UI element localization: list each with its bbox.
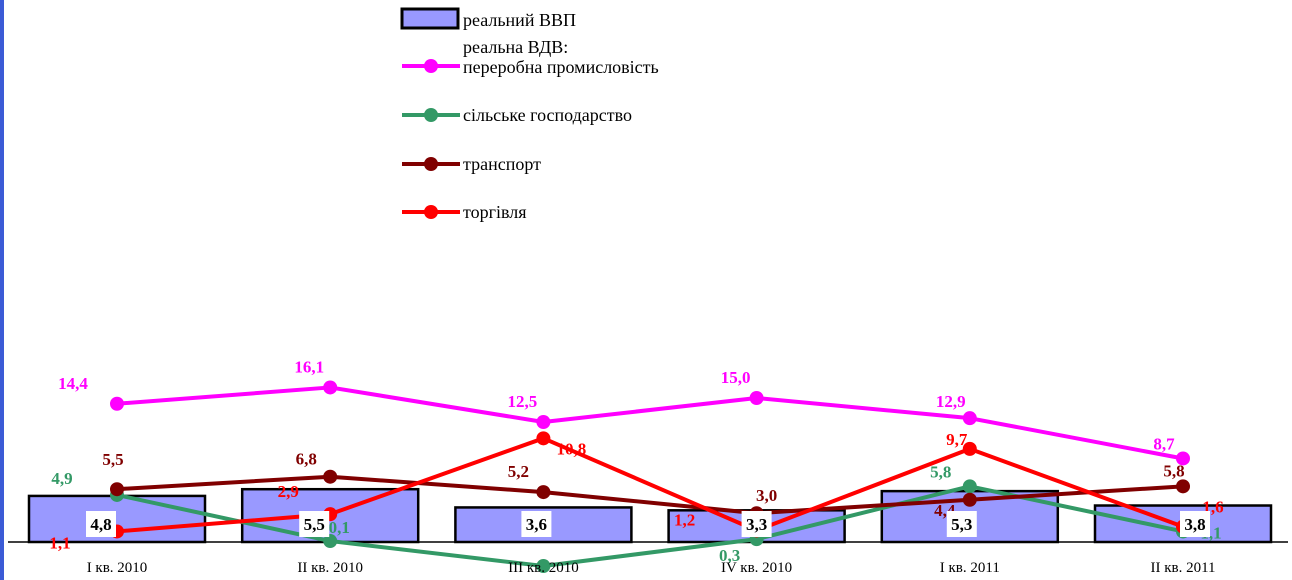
point-manufacturing-1 <box>323 380 338 395</box>
label-box-gdp-5 <box>1180 511 1210 537</box>
legend-swatch-gdp <box>400 7 460 30</box>
label-gdp-3: 3,3 <box>746 515 767 534</box>
label-transport-5: 5,8 <box>1163 461 1184 480</box>
point-agriculture-2 <box>536 559 551 573</box>
legend-marker-trade <box>424 205 438 219</box>
label-trade-1: 2,9 <box>278 482 299 501</box>
point-trade-4 <box>962 441 977 456</box>
label-box-gdp-1 <box>299 511 330 537</box>
label-box-gdp-4 <box>946 511 977 537</box>
label-trade-0: 1,1 <box>49 533 70 552</box>
point-manufacturing-0 <box>110 396 124 411</box>
lines-layer <box>110 380 1190 573</box>
category-label-1: II кв. 2010 <box>297 560 363 576</box>
legend: реальний ВВП реальна ВДВ: переробна пром… <box>400 7 659 222</box>
line-agriculture <box>116 484 1184 568</box>
legend-marker-agriculture <box>424 108 438 122</box>
line-transport <box>116 474 1184 516</box>
category-label-2: III кв. 2010 <box>508 560 579 576</box>
category-labels: I кв. 2010 II кв. 2010 III кв. 2010 IV кв. … <box>87 560 1216 576</box>
point-transport-5 <box>1176 479 1190 494</box>
label-box-gdp-0 <box>86 511 116 537</box>
legend-label-gva-heading: реальна ВДВ: <box>463 37 568 57</box>
label-agriculture-0: 4,9 <box>51 469 72 488</box>
point-manufacturing-5 <box>1176 451 1190 466</box>
label-manufacturing-1: 16,1 <box>294 357 324 376</box>
legend-label-gdp: реальний ВВП <box>463 10 576 30</box>
label-gdp-2: 3,6 <box>526 515 547 534</box>
label-trade-2: 10,8 <box>557 439 587 458</box>
point-transport-0 <box>110 482 124 497</box>
label-manufacturing-5: 8,7 <box>1153 434 1175 453</box>
label-transport-3: 3,0 <box>756 486 777 505</box>
label-manufacturing-3: 15,0 <box>721 368 751 387</box>
label-transport-0: 5,5 <box>102 450 123 469</box>
legend-label-trade: торгівля <box>463 202 527 222</box>
label-gdp-5: 3,8 <box>1184 515 1205 534</box>
category-label-5: II кв. 2011 <box>1150 560 1215 576</box>
label-manufacturing-4: 12,9 <box>936 392 966 411</box>
legend-marker-manufacturing <box>424 59 438 73</box>
point-transport-2 <box>536 485 551 500</box>
label-gdp-0: 4,8 <box>90 515 111 534</box>
frame-edge <box>0 0 4 580</box>
labels-layer: 14,416,112,515,012,98,75,5 6,85,23,04,45,… <box>49 357 1223 565</box>
point-trade-2 <box>536 431 551 446</box>
line-trade <box>116 436 1184 534</box>
point-manufacturing-2 <box>536 415 551 429</box>
point-agriculture-4 <box>962 479 977 494</box>
point-manufacturing-3 <box>749 391 764 405</box>
category-label-0: I кв. 2010 <box>87 560 148 576</box>
point-transport-1 <box>323 469 338 484</box>
label-gdp-1: 5,5 <box>304 515 325 534</box>
label-gdp-4: 5,3 <box>951 515 972 534</box>
label-trade-3: 1,2 <box>674 510 695 529</box>
label-transport-2: 5,2 <box>508 462 529 481</box>
label-box-gdp-2 <box>521 511 552 537</box>
label-manufacturing-0: 14,4 <box>58 374 88 393</box>
legend-label-transport: транспорт <box>463 154 541 174</box>
label-agriculture-4: 5,8 <box>930 462 951 481</box>
legend-label-manufacturing: переробна промисловість <box>463 57 659 77</box>
label-manufacturing-2: 12,5 <box>508 392 538 411</box>
line-manufacturing <box>116 385 1184 461</box>
label-agriculture-1: 0,1 <box>329 518 350 537</box>
legend-marker-transport <box>424 157 438 171</box>
point-manufacturing-4 <box>962 411 977 426</box>
label-trade-4: 9,7 <box>946 430 968 449</box>
category-label-4: I кв. 2011 <box>940 560 1000 576</box>
category-label-3: IV кв. 2010 <box>721 560 792 576</box>
legend-label-agriculture: сільське господарство <box>463 105 632 125</box>
point-agriculture-1 <box>323 534 338 549</box>
label-transport-1: 6,8 <box>296 450 317 469</box>
label-box-gdp-3 <box>741 511 772 537</box>
label-agriculture-3: 0,3 <box>719 546 740 565</box>
point-transport-4 <box>962 492 977 507</box>
